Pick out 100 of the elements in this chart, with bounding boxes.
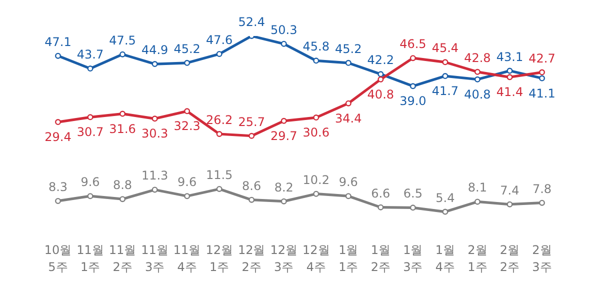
data-label: 6.5 <box>403 186 422 201</box>
point <box>152 116 158 122</box>
x-tick-label: 11월 3주 <box>141 243 168 274</box>
data-label: 7.4 <box>500 183 520 198</box>
data-label: 41.4 <box>496 85 524 100</box>
point <box>474 198 480 205</box>
data-label: 5.4 <box>436 190 455 205</box>
x-tick-label: 1월 3주 <box>403 243 423 274</box>
x-tick-label: 2월 1주 <box>468 243 488 274</box>
data-label: 47.6 <box>206 32 233 47</box>
point <box>506 74 513 80</box>
data-label: 26.2 <box>206 113 233 127</box>
point <box>378 204 384 210</box>
data-label: 46.5 <box>400 37 426 52</box>
point <box>87 114 94 120</box>
data-label: 11.3 <box>141 168 168 183</box>
point <box>345 60 352 66</box>
point <box>442 59 448 66</box>
data-label: 40.8 <box>367 87 394 102</box>
data-label: 41.1 <box>528 86 556 100</box>
data-label: 45.4 <box>432 41 459 56</box>
point <box>184 193 190 200</box>
x-tick-label: 12월 2주 <box>238 243 266 274</box>
point <box>378 71 384 78</box>
data-label: 45.2 <box>174 42 200 56</box>
point <box>506 201 513 208</box>
point <box>280 118 287 124</box>
data-label: 29.7 <box>270 128 298 143</box>
data-label: 45.2 <box>335 42 362 56</box>
data-label: 43.7 <box>76 48 104 62</box>
data-label: 47.5 <box>109 33 136 48</box>
data-label: 42.2 <box>367 53 394 68</box>
data-label: 31.6 <box>109 122 136 136</box>
x-tick-label: 2월 2주 <box>500 243 520 274</box>
point <box>506 68 513 74</box>
data-label: 43.1 <box>496 50 524 64</box>
x-tick-label: 11월 4주 <box>173 243 201 274</box>
data-label: 40.8 <box>464 87 491 102</box>
point <box>410 83 416 90</box>
point <box>216 131 222 137</box>
data-label: 50.3 <box>270 22 298 37</box>
point <box>313 58 320 64</box>
data-label: 34.4 <box>335 111 362 126</box>
point <box>152 186 158 193</box>
data-label: 47.1 <box>44 34 72 49</box>
data-label: 32.3 <box>174 119 200 134</box>
data-label: 30.3 <box>141 126 168 141</box>
point <box>87 66 94 72</box>
data-label: 9.6 <box>338 175 358 190</box>
data-label: 8.3 <box>48 180 68 194</box>
data-label: 8.2 <box>274 180 294 194</box>
x-tick-label: 1월 2주 <box>370 243 390 274</box>
x-tick-label: 2월 3주 <box>532 243 552 274</box>
point <box>313 114 320 121</box>
point <box>442 73 448 80</box>
x-tick-label: 1월 1주 <box>338 243 358 274</box>
point <box>55 198 61 204</box>
data-label: 8.1 <box>468 180 488 195</box>
point <box>120 51 126 58</box>
data-label: 39.0 <box>400 94 426 108</box>
x-tick-label: 11월 1주 <box>76 243 104 274</box>
data-label: 29.4 <box>44 130 72 144</box>
point <box>248 196 255 203</box>
point <box>55 52 61 59</box>
data-label: 8.8 <box>112 178 132 192</box>
data-label: 25.7 <box>238 114 265 129</box>
point <box>216 50 222 57</box>
data-label: 8.6 <box>242 178 262 193</box>
point <box>55 119 61 126</box>
point <box>280 198 287 204</box>
x-tick-label: 12월 1주 <box>206 243 233 274</box>
data-label: 41.7 <box>432 84 459 98</box>
point <box>152 61 158 68</box>
point <box>539 69 545 76</box>
x-tick-label: 12월 4주 <box>302 243 330 274</box>
data-label: 45.8 <box>302 40 330 54</box>
point <box>184 108 190 114</box>
point <box>248 132 255 139</box>
point <box>120 110 126 117</box>
data-label: 42.8 <box>464 50 491 65</box>
point <box>474 76 480 82</box>
data-label: 6.6 <box>371 186 390 200</box>
point <box>410 204 416 211</box>
data-label: 11.5 <box>206 168 233 182</box>
point <box>87 193 94 200</box>
point <box>313 190 320 197</box>
data-label: 7.8 <box>532 182 552 196</box>
point <box>120 196 126 202</box>
data-label: 9.6 <box>178 175 197 190</box>
point <box>539 200 545 206</box>
x-tick-label: 11월 2주 <box>108 243 136 274</box>
point <box>184 60 190 66</box>
point <box>410 55 416 62</box>
point <box>539 75 545 82</box>
point <box>378 76 384 82</box>
data-label: 52.4 <box>238 15 265 29</box>
data-label: 30.6 <box>302 126 330 140</box>
point <box>280 40 287 47</box>
point <box>474 68 480 75</box>
data-label: 10.2 <box>302 172 330 187</box>
